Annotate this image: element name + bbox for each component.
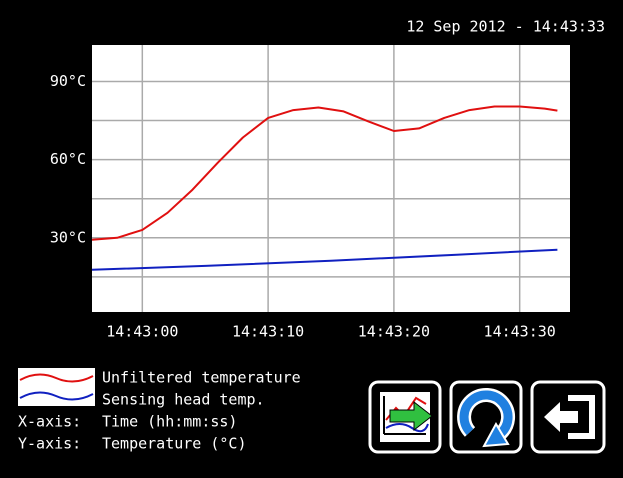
- icon-line: [385, 423, 429, 433]
- icon-door: [568, 395, 595, 439]
- y-tick-label: 60°C: [50, 150, 86, 168]
- x-axis-label: X-axis:: [18, 413, 81, 431]
- datetime: 12 Sep 2012 - 14:43:33: [406, 18, 605, 36]
- icon-axes: [383, 396, 426, 435]
- plot-area: [92, 45, 570, 312]
- x-axis-value: Time (hh:mm:ss): [102, 413, 237, 431]
- icon-arrowhead: [482, 421, 510, 448]
- y-axis-label: Y-axis:: [18, 435, 81, 453]
- y-tick-label: 90°C: [50, 72, 86, 90]
- icon-arrow: [544, 402, 578, 432]
- series-line: [91, 105, 558, 241]
- x-tick-label: 14:43:00: [106, 323, 178, 341]
- x-tick-label: 14:43:10: [232, 323, 304, 341]
- y-axis-value: Temperature (°C): [102, 435, 247, 453]
- export-button[interactable]: [368, 380, 442, 454]
- series-line: [91, 248, 558, 271]
- legend-label: Unfiltered temperature: [102, 369, 301, 387]
- icon-arc: [459, 390, 513, 438]
- x-tick-label: 14:43:30: [484, 323, 556, 341]
- legend-label: Sensing head temp.: [102, 391, 265, 409]
- refresh-button[interactable]: [449, 380, 523, 454]
- y-tick-label: 30°C: [50, 228, 86, 246]
- x-tick-label: 14:43:20: [358, 323, 430, 341]
- swatch-box: [18, 368, 95, 406]
- swatch-blue: [19, 391, 94, 401]
- exit-button[interactable]: [530, 380, 606, 454]
- legend-swatch: [18, 368, 95, 406]
- icon-arrow: [389, 400, 433, 432]
- swatch-red: [19, 373, 94, 383]
